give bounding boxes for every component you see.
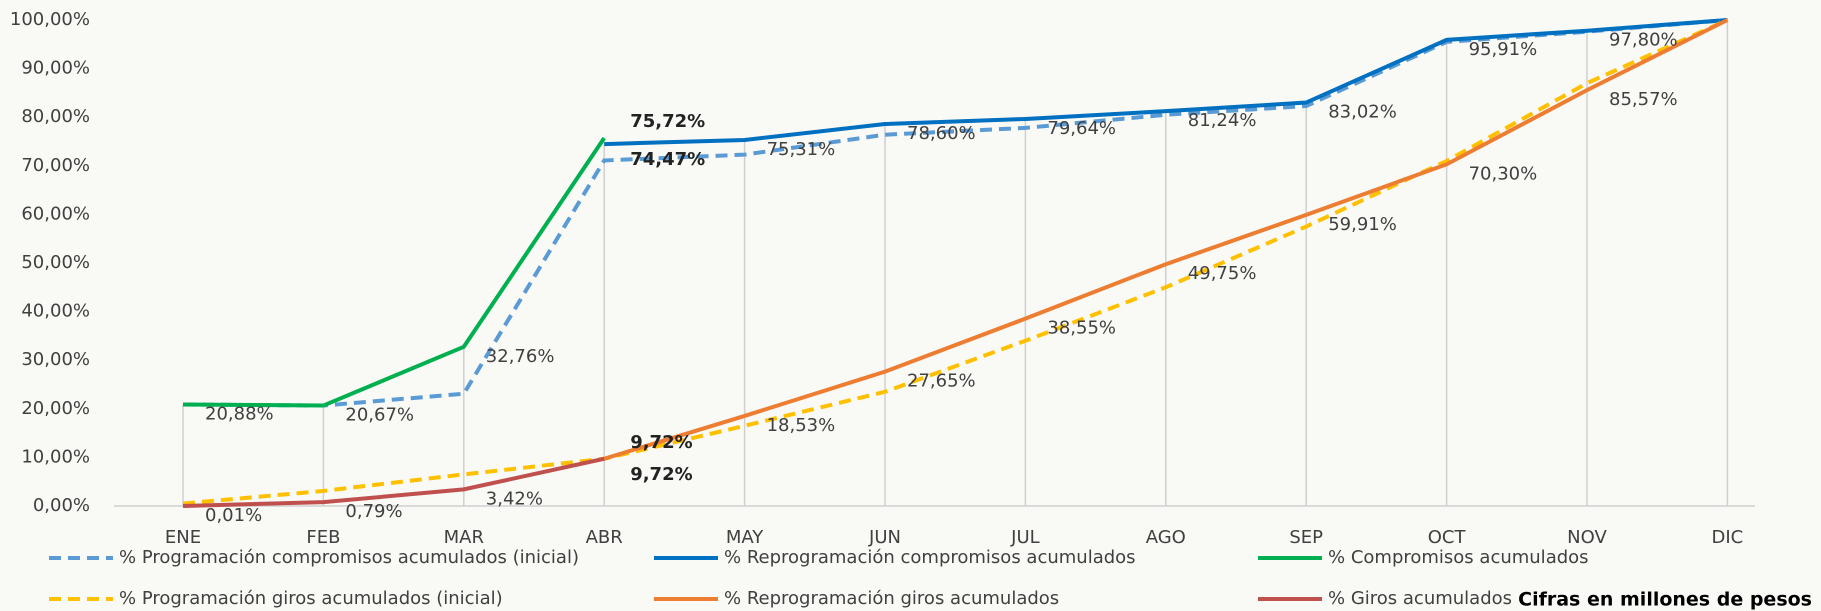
data-label: 18,53%: [767, 415, 836, 436]
x-tick-label: JUN: [868, 527, 901, 548]
data-label: 74,47%: [630, 149, 705, 170]
data-label: 70,30%: [1469, 163, 1538, 184]
series-line: [182, 136, 606, 408]
y-tick-label: 0,00%: [33, 495, 90, 516]
y-tick-label: 90,00%: [21, 58, 90, 79]
data-label: 78,60%: [907, 123, 976, 144]
y-tick-label: 40,00%: [21, 301, 90, 322]
data-label: 95,91%: [1469, 39, 1538, 60]
legend-label: % Reprogramación giros acumulados: [724, 588, 1059, 609]
data-label: 38,55%: [1047, 318, 1116, 339]
y-tick-label: 80,00%: [21, 106, 90, 127]
data-label: 20,67%: [345, 405, 414, 426]
x-tick-label: ENE: [165, 527, 201, 548]
y-tick-label: 30,00%: [21, 349, 90, 370]
x-tick-label: MAR: [444, 527, 484, 548]
data-label: 20,88%: [205, 404, 274, 425]
y-tick-label: 50,00%: [21, 252, 90, 273]
data-label: 0,01%: [205, 505, 262, 526]
data-label: 97,80%: [1609, 30, 1678, 51]
y-tick-label: 20,00%: [21, 398, 90, 419]
y-tick-label: 10,00%: [21, 446, 90, 467]
series-line: [603, 18, 1729, 461]
y-tick-label: 100,00%: [10, 9, 90, 30]
series-line: [604, 18, 1728, 147]
data-label: 81,24%: [1188, 110, 1257, 131]
x-tick-label: OCT: [1428, 527, 1467, 548]
legend-label: % Reprogramación compromisos acumulados: [724, 547, 1136, 568]
data-label: 27,65%: [907, 371, 976, 392]
data-label: 79,64%: [1047, 118, 1116, 139]
x-tick-label: JUL: [1010, 527, 1040, 548]
series-line: [182, 18, 1728, 408]
y-tick-label: 60,00%: [21, 203, 90, 224]
legend-label: % Compromisos acumulados: [1328, 547, 1589, 568]
note: Cifras en millones de pesos: [1518, 589, 1812, 611]
data-label: 9,72%: [630, 432, 692, 453]
x-tick-label: DIC: [1712, 527, 1744, 548]
data-label: 32,76%: [486, 346, 555, 367]
x-tick-label: MAY: [726, 527, 764, 548]
data-label: 75,31%: [767, 139, 836, 160]
x-tick-label: AGO: [1146, 527, 1186, 548]
legend-label: % Giros acumulados: [1328, 588, 1512, 609]
legend-label: % Programación compromisos acumulados (i…: [119, 547, 579, 568]
x-tick-label: ABR: [586, 527, 623, 548]
data-label: 59,91%: [1328, 214, 1397, 235]
series-line: [182, 18, 1729, 506]
y-tick-label: 70,00%: [21, 155, 90, 176]
data-label: 75,72%: [630, 111, 705, 132]
series-line: [182, 456, 605, 508]
data-label: 0,79%: [345, 501, 402, 522]
data-label: 3,42%: [486, 488, 543, 509]
x-tick-label: SEP: [1289, 527, 1323, 548]
data-label: 49,75%: [1188, 263, 1257, 284]
legend-label: % Programación giros acumulados (inicial…: [119, 588, 503, 609]
x-tick-label: NOV: [1567, 527, 1607, 548]
x-tick-label: FEB: [306, 527, 340, 548]
data-label: 83,02%: [1328, 102, 1397, 123]
data-label: 9,72%: [630, 464, 692, 485]
data-label: 85,57%: [1609, 89, 1678, 110]
